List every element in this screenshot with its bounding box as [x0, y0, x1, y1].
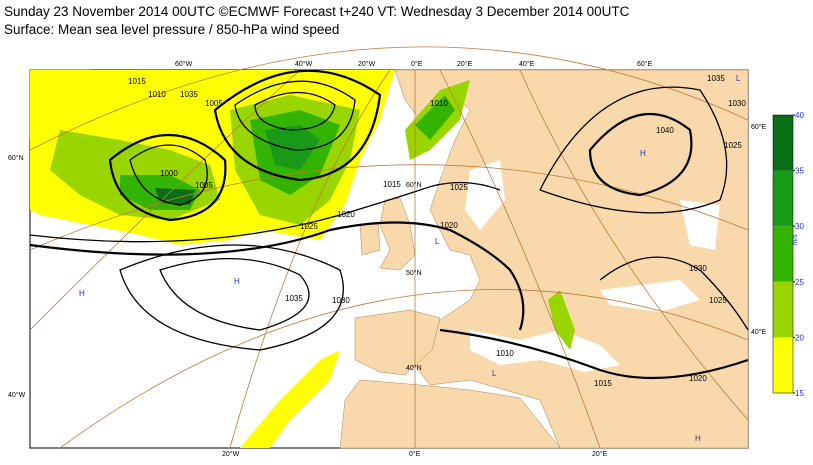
isobar-label: 1030: [332, 296, 350, 305]
graticule-label: 60°N: [8, 154, 24, 162]
graticule-label: 60°E: [751, 123, 767, 131]
graticule-label: 20°W: [358, 60, 376, 68]
high-marker: H: [640, 149, 646, 158]
isobar-label: 1010: [430, 99, 448, 108]
isobar-label: 1035: [285, 294, 303, 303]
graticule-label: 40°N: [406, 364, 422, 372]
colorbar-segment: [773, 115, 793, 171]
colorbar-segment: [773, 170, 793, 227]
graticule-label: 40°W: [8, 391, 26, 399]
isobar-label: 1015: [128, 77, 146, 86]
graticule-label: 20°E: [457, 60, 473, 68]
graticule-label: 20°E: [592, 450, 608, 458]
isobar-label: 1040: [656, 126, 674, 135]
isobar-label: 1020: [440, 221, 458, 230]
colorbar-segment: [773, 281, 793, 338]
graticule-label: 40°E: [519, 60, 535, 68]
isobar-label: 1000: [160, 169, 178, 178]
colorbar-tick-label: 35: [795, 167, 804, 176]
isobar-label: 1020: [337, 210, 355, 219]
colorbar-tick-label: 25: [795, 278, 804, 287]
isobar-label: 1010: [148, 90, 166, 99]
low-marker: L: [492, 369, 497, 378]
colorbar-segment: [773, 337, 793, 393]
isobar-label: 1020: [689, 374, 707, 383]
colorbar-tick-label: 30: [795, 222, 804, 231]
graticule-label: 20°W: [222, 450, 240, 458]
isobar-label: 1010: [496, 349, 514, 358]
isobars: [29, 69, 749, 380]
graticule-label: 40°E: [751, 328, 767, 336]
colorbar-segment: [773, 226, 793, 282]
isobar-label: 1005: [205, 99, 223, 108]
graticule-label: 50°N: [406, 269, 422, 277]
isobar-label: 1015: [594, 379, 612, 388]
isobar-label: 1025: [724, 141, 742, 150]
isobar-label: 1035: [707, 74, 725, 83]
isobar-label: 1025: [709, 296, 727, 305]
colorbar-tick-label: 40: [795, 111, 804, 120]
high-marker: H: [79, 289, 85, 298]
low-marker: L: [435, 237, 440, 246]
colorbar: m/s 15 20 25 30 35 40: [772, 111, 804, 398]
colorbar-unit: m/s: [792, 234, 799, 246]
isobar-label: 1030: [689, 264, 707, 273]
isobar-label: 1035: [180, 90, 198, 99]
graticule-label: 40°W: [295, 60, 313, 68]
graticule-label: 0°E: [411, 60, 423, 68]
graticule: [29, 46, 749, 449]
colorbar-tick-label: 20: [795, 333, 804, 342]
high-marker: H: [695, 434, 701, 443]
isobar-label: 1005: [195, 181, 213, 190]
graticule-label: 60°W: [175, 60, 193, 68]
graticule-label: 0°E: [409, 450, 421, 458]
isobar-label: 1025: [300, 222, 318, 231]
graticule-label: 60°N: [406, 181, 422, 189]
isobar-label: 1030: [728, 99, 746, 108]
colorbar-tick-label: 15: [795, 389, 804, 398]
isobar-label: 1015: [383, 180, 401, 189]
water: [465, 160, 720, 372]
labels: 60°W 40°W 20°W 0°E 20°E 40°E 60°E 20°W 0…: [8, 60, 767, 458]
isobar-label: 1025: [450, 183, 468, 192]
colorbar-frame: [772, 114, 794, 394]
title: Sunday 23 November 2014 00UTC ©ECMWF For…: [4, 4, 630, 19]
high-marker: H: [234, 277, 240, 286]
graticule-label: 60°E: [637, 60, 653, 68]
subtitle: Surface: Mean sea level pressure / 850-h…: [4, 22, 340, 37]
low-marker: L: [736, 74, 741, 83]
